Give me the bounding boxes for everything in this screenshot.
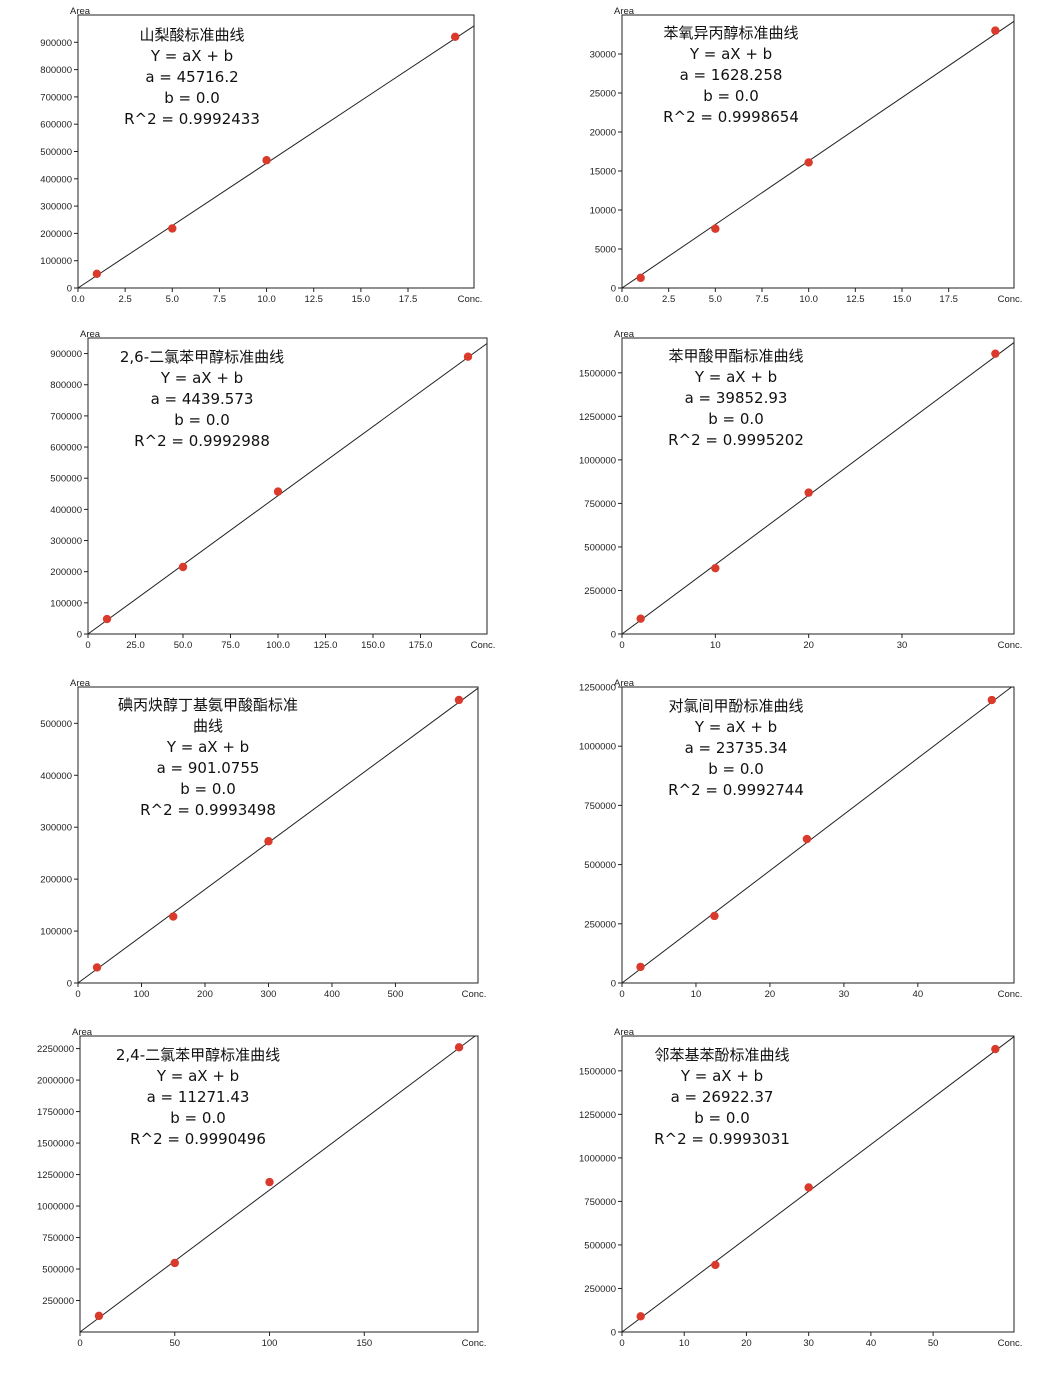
equation-text: R^2 = 0.9992433	[124, 110, 260, 128]
x-tick-label: 12.5	[304, 294, 323, 305]
y-tick-label: 100000	[40, 256, 72, 267]
x-tick-label: 7.5	[213, 294, 226, 305]
fit-line	[77, 25, 475, 289]
x-tick-label: 5.0	[166, 294, 179, 305]
x-tick-label: 10.0	[257, 294, 276, 305]
plot-frame	[77, 14, 475, 289]
y-tick-label: 500000	[40, 147, 72, 158]
y-tick-label: 900000	[40, 38, 72, 49]
x-tick-label: 0.0	[71, 294, 84, 305]
y-tick-label: 0	[67, 284, 72, 295]
y-tick-label: 200000	[40, 229, 72, 240]
x-axis-label: Conc.	[458, 294, 483, 305]
data-point	[450, 32, 460, 42]
y-tick-label: 400000	[40, 174, 72, 185]
equation-text: Y = aX + b	[150, 47, 233, 65]
curve-title: 山梨酸标准曲线	[139, 26, 244, 44]
x-tick-label: 17.5	[399, 294, 418, 305]
data-point	[262, 156, 271, 165]
x-tick-label: 2.5	[119, 294, 132, 305]
equation-text: a = 45716.2	[145, 68, 238, 86]
x-tick-label: 15.0	[352, 294, 371, 305]
y-tick-label: 300000	[40, 202, 72, 213]
y-tick-label: 600000	[40, 120, 72, 131]
data-point	[168, 224, 177, 233]
data-point	[92, 269, 102, 279]
y-axis-label: Area	[70, 6, 91, 17]
equation-text: b = 0.0	[164, 89, 219, 107]
y-tick-label: 700000	[40, 92, 72, 103]
y-tick-label: 800000	[40, 65, 72, 76]
